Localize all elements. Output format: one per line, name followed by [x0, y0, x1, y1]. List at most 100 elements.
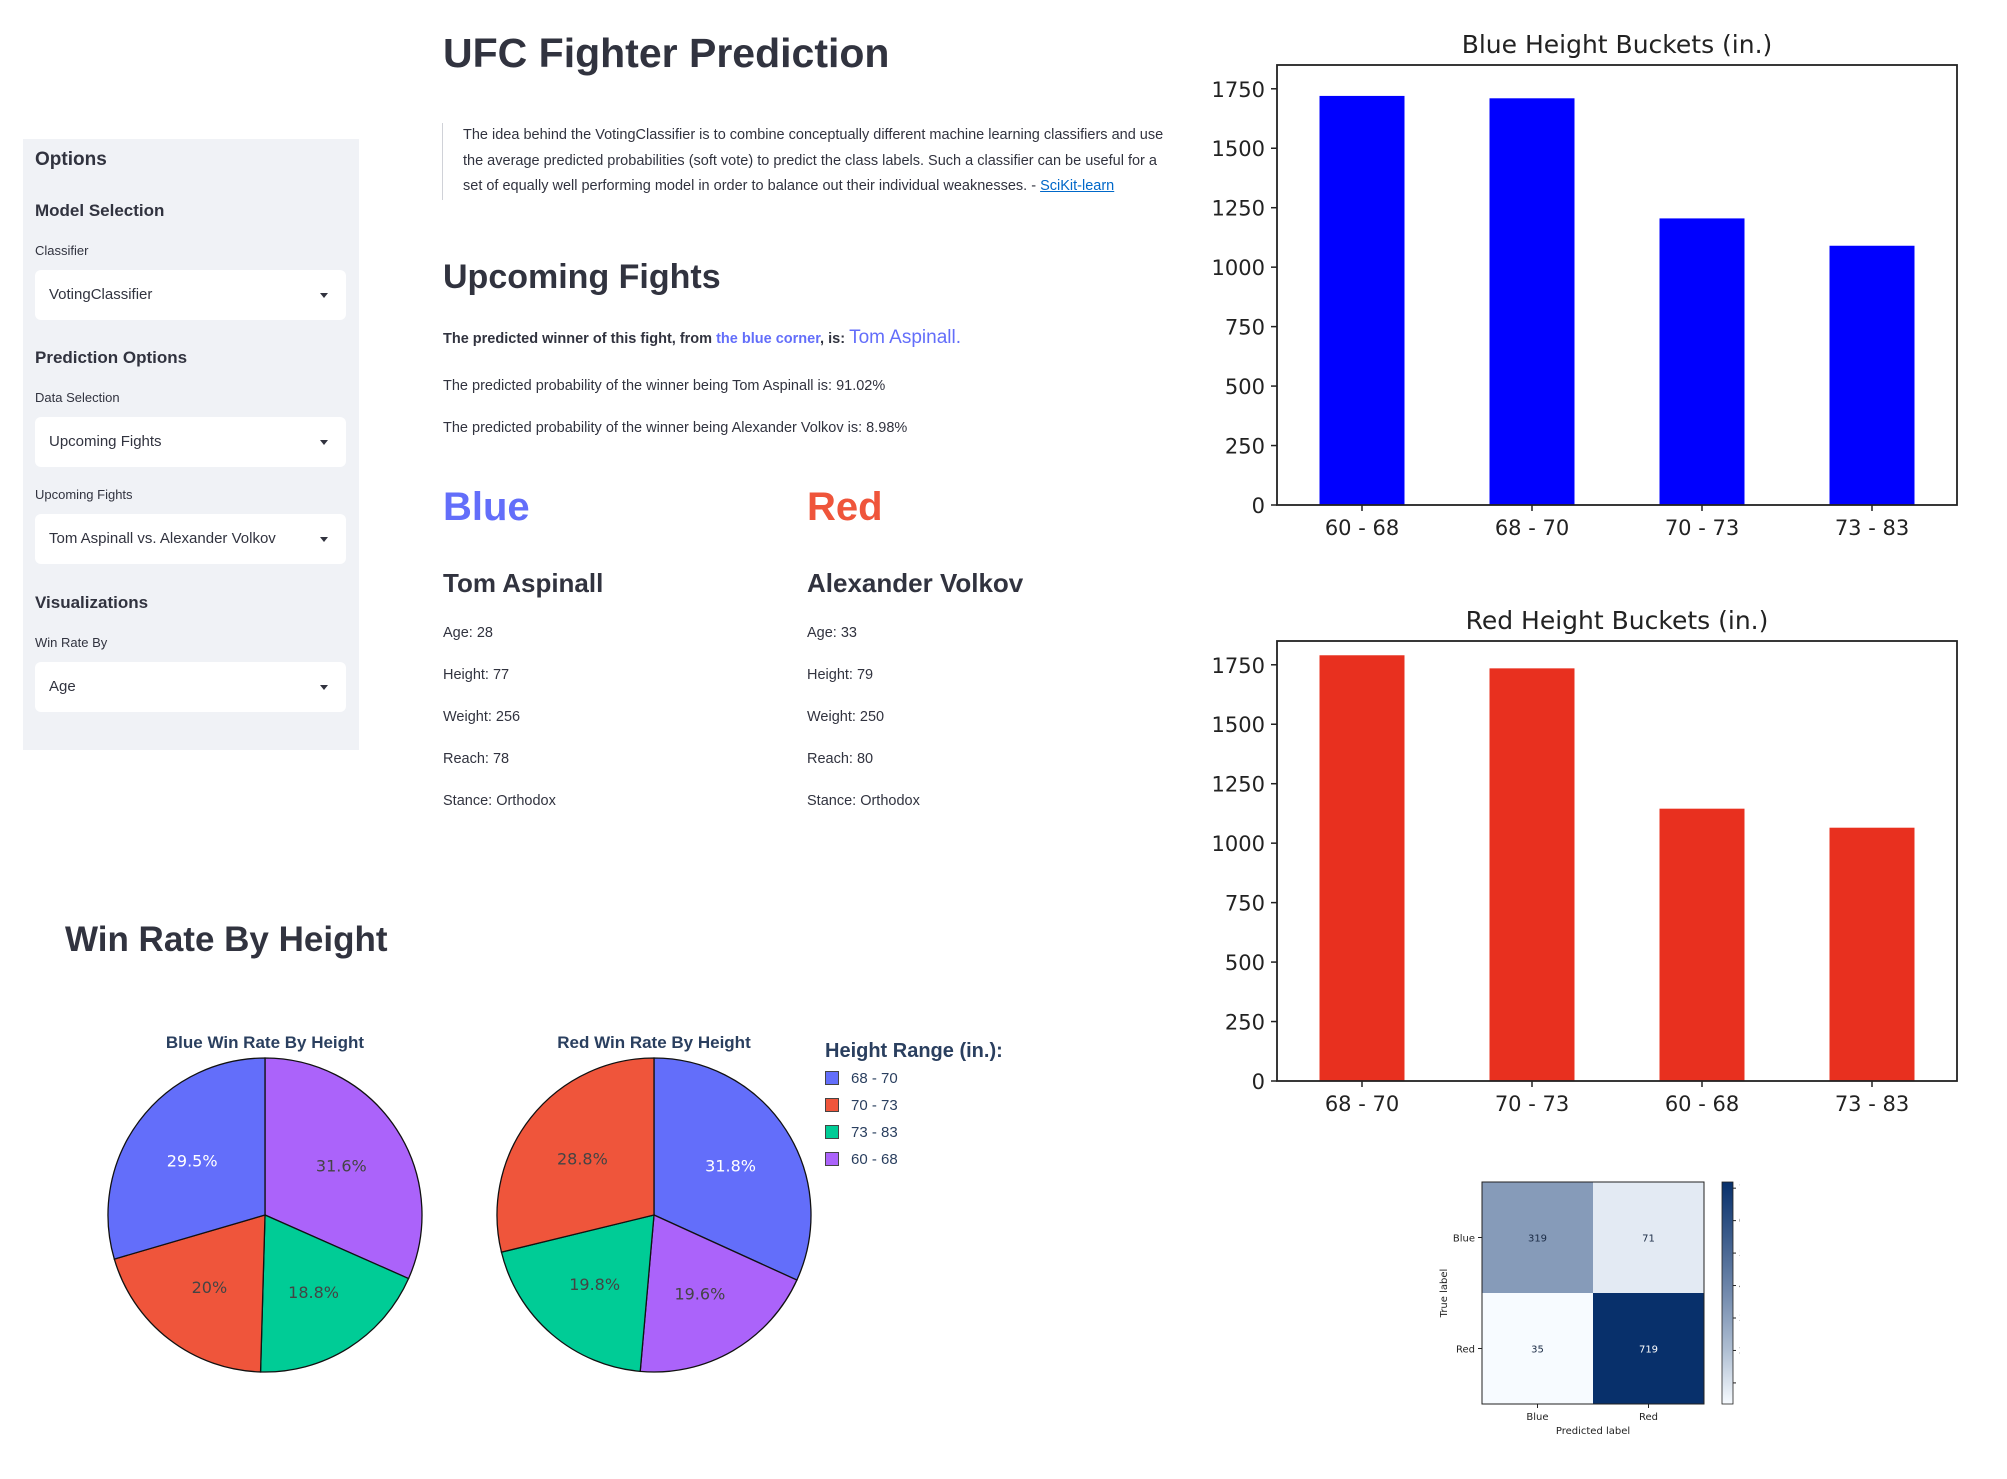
classifier-select[interactable]: VotingClassifier	[35, 270, 346, 320]
x-axis-label: Predicted label	[1556, 1426, 1630, 1437]
x-tick-label: 68 - 70	[1495, 516, 1569, 540]
red-win-rate-pie: 31.8% 19.6% 19.8% 28.8%	[496, 1057, 812, 1373]
colorbar-tick-label: 200	[1739, 1346, 1740, 1356]
model-selection-heading: Model Selection	[35, 201, 165, 220]
y-tick-label: 750	[1225, 316, 1265, 340]
y-tick-label: 1250	[1212, 773, 1265, 797]
red-fighter-name: Alexander Volkov	[807, 568, 1024, 598]
page-title: UFC Fighter Prediction	[443, 30, 890, 76]
winner-prefix: The predicted winner of this fight, from	[443, 331, 717, 347]
winner-name: Tom Aspinall	[849, 327, 956, 348]
pie-slice-label: 29.5%	[167, 1151, 218, 1170]
prob-red-text: The predicted probability of the winner …	[443, 420, 908, 436]
legend-item[interactable]: 68 - 70	[825, 1070, 1003, 1097]
blue-height: Height: 77	[443, 667, 510, 683]
bar	[1659, 808, 1745, 1081]
red-height: Height: 79	[807, 667, 874, 683]
blue-stance: Stance: Orthodox	[443, 793, 556, 809]
legend-label: 68 - 70	[851, 1070, 898, 1087]
y-tick-label: Blue	[1453, 1234, 1475, 1245]
bar	[1829, 245, 1915, 505]
legend-swatch	[825, 1125, 839, 1139]
prob-blue-text: The predicted probability of the winner …	[443, 378, 886, 394]
cell-value: 35	[1531, 1345, 1544, 1356]
plot-frame	[1481, 1181, 1705, 1405]
y-axis-label: True label	[1439, 1269, 1450, 1319]
blue-pie-title: Blue Win Rate By Height	[165, 1033, 365, 1052]
colorbar	[1721, 1181, 1734, 1405]
legend-swatch	[825, 1152, 839, 1166]
data-selection-label: Data Selection	[35, 390, 120, 405]
predicted-winner-line: The predicted winner of this fight, from…	[443, 327, 961, 349]
legend-item[interactable]: 70 - 73	[825, 1097, 1003, 1124]
pie-slice	[500, 1214, 655, 1373]
y-tick-label: 1500	[1212, 713, 1265, 737]
legend-swatch	[825, 1071, 839, 1085]
y-tick-label: 1500	[1212, 137, 1265, 161]
legend-label: 73 - 83	[851, 1124, 898, 1141]
chevron-down-icon[interactable]	[320, 537, 328, 542]
y-tick-label: 0	[1252, 494, 1265, 518]
heatmap-cell	[1482, 1182, 1593, 1293]
colorbar-tick-label: 400	[1739, 1282, 1740, 1292]
win-rate-by-select[interactable]: Age	[35, 662, 346, 712]
x-tick-label: Blue	[1526, 1412, 1548, 1423]
confusion-matrix-chart: 319 71 35 719 Blue Red Blue Red Predicted label T…	[1439, 1181, 1740, 1437]
cell-value: 719	[1639, 1345, 1658, 1356]
legend-title: Height Range (in.):	[825, 1040, 1003, 1062]
colorbar-tick-label: 500	[1739, 1249, 1740, 1259]
scikit-learn-link[interactable]: SciKit-learn	[1040, 178, 1115, 194]
pie-slice-label: 31.8%	[705, 1157, 756, 1176]
chevron-down-icon[interactable]	[320, 685, 328, 690]
win-rate-heading: Win Rate By Height	[65, 920, 388, 959]
plot-frame	[1276, 64, 1958, 506]
quote-text: The idea behind the VotingClassifier is …	[463, 127, 1164, 194]
pie-slice-label: 18.8%	[288, 1283, 339, 1302]
y-tick-label: 1750	[1212, 654, 1265, 678]
pie-slice-label: 20%	[192, 1278, 228, 1297]
bar	[1489, 98, 1575, 505]
x-tick-label: Red	[1639, 1412, 1658, 1423]
blue-age: Age: 28	[443, 625, 493, 641]
legend-label: 60 - 68	[851, 1151, 898, 1168]
winner-suffix: .	[955, 327, 962, 348]
legend-item[interactable]: 60 - 68	[825, 1151, 1003, 1178]
blue-height-buckets-chart: Blue Height Buckets (in.) 0 250 500 750 1000 1…	[1212, 30, 1958, 540]
y-tick-label: 500	[1225, 375, 1265, 399]
bar	[1319, 655, 1405, 1081]
pie-slice	[264, 1057, 423, 1280]
y-tick-label: 500	[1225, 951, 1265, 975]
legend-label: 70 - 73	[851, 1097, 898, 1114]
y-tick-label: 250	[1225, 435, 1265, 459]
red-pie-title: Red Win Rate By Height	[557, 1033, 751, 1052]
winner-mid: , is:	[820, 331, 850, 347]
heatmap-cell	[1482, 1293, 1593, 1404]
pie-slice	[113, 1214, 266, 1373]
cell-value: 71	[1642, 1234, 1655, 1245]
pie-slice-label: 19.8%	[569, 1275, 620, 1294]
pie-slice	[107, 1057, 266, 1260]
pie-slice-label: 31.6%	[316, 1156, 367, 1175]
sidebar: Options Model Selection Classifier Votin…	[23, 139, 359, 750]
heatmap-cell	[1593, 1293, 1704, 1404]
x-tick-label: 60 - 68	[1665, 1092, 1739, 1116]
upcoming-fights-select[interactable]: Tom Aspinall vs. Alexander Volkov	[35, 514, 346, 564]
legend-swatch	[825, 1098, 839, 1112]
chart-title: Blue Height Buckets (in.)	[1462, 30, 1773, 59]
data-selection-select[interactable]: Upcoming Fights	[35, 417, 346, 467]
data-selection-value: Upcoming Fights	[49, 433, 162, 450]
y-tick-label: 1750	[1212, 78, 1265, 102]
chevron-down-icon[interactable]	[320, 440, 328, 445]
y-tick-label: 250	[1225, 1011, 1265, 1035]
pie-legend: Height Range (in.): 68 - 70 70 - 73 73 -…	[825, 1040, 1003, 1178]
blue-reach: Reach: 78	[443, 751, 510, 767]
upcoming-fights-value: Tom Aspinall vs. Alexander Volkov	[49, 530, 276, 547]
legend-item[interactable]: 73 - 83	[825, 1124, 1003, 1151]
classifier-select-value: VotingClassifier	[49, 286, 153, 303]
blue-fighter-name: Tom Aspinall	[443, 568, 604, 598]
y-tick-label: 0	[1252, 1070, 1265, 1094]
y-tick-label: 1000	[1212, 256, 1265, 280]
chevron-down-icon[interactable]	[320, 293, 328, 298]
bar	[1659, 218, 1745, 506]
blue-weight: Weight: 256	[443, 709, 521, 725]
